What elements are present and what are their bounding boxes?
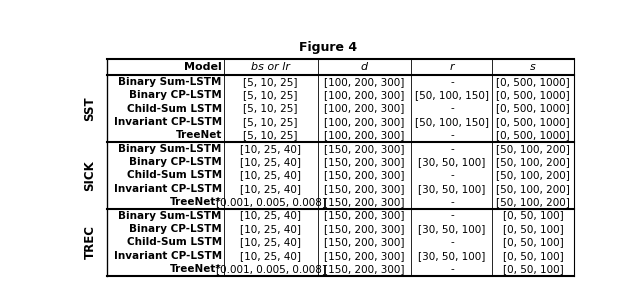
Text: Invariant CP-LSTM: Invariant CP-LSTM (114, 184, 222, 194)
Text: [50, 100, 200]: [50, 100, 200] (496, 197, 570, 207)
Text: [10, 25, 40]: [10, 25, 40] (240, 251, 301, 261)
Text: r: r (449, 62, 454, 72)
Text: [10, 25, 40]: [10, 25, 40] (240, 184, 301, 194)
Text: [10, 25, 40]: [10, 25, 40] (240, 157, 301, 167)
Text: [30, 50, 100]: [30, 50, 100] (418, 157, 486, 167)
Text: Figure 4: Figure 4 (299, 41, 357, 54)
Text: Binary CP-LSTM: Binary CP-LSTM (129, 157, 222, 167)
Text: [0, 500, 1000]: [0, 500, 1000] (496, 130, 570, 140)
Text: [50, 100, 150]: [50, 100, 150] (415, 90, 489, 100)
Text: -: - (450, 211, 454, 220)
Text: TreeNet*: TreeNet* (170, 264, 222, 274)
Text: [0, 500, 1000]: [0, 500, 1000] (496, 77, 570, 87)
Text: [0, 50, 100]: [0, 50, 100] (502, 264, 563, 274)
Text: [150, 200, 300]: [150, 200, 300] (324, 144, 404, 154)
Text: [100, 200, 300]: [100, 200, 300] (324, 117, 404, 127)
Text: Invariant CP-LSTM: Invariant CP-LSTM (114, 117, 222, 127)
Text: [150, 200, 300]: [150, 200, 300] (324, 211, 404, 220)
Text: Binary Sum-LSTM: Binary Sum-LSTM (118, 211, 222, 220)
Text: [10, 25, 40]: [10, 25, 40] (240, 211, 301, 220)
Text: [150, 200, 300]: [150, 200, 300] (324, 197, 404, 207)
Text: Invariant CP-LSTM: Invariant CP-LSTM (114, 251, 222, 261)
Text: [5, 10, 25]: [5, 10, 25] (243, 77, 298, 87)
Text: [50, 100, 150]: [50, 100, 150] (415, 117, 489, 127)
Text: Binary Sum-LSTM: Binary Sum-LSTM (118, 144, 222, 154)
Text: Child-Sum LSTM: Child-Sum LSTM (127, 237, 222, 247)
Text: s: s (530, 62, 536, 72)
Text: [0.001, 0.005, 0.008]: [0.001, 0.005, 0.008] (216, 264, 326, 274)
Text: [10, 25, 40]: [10, 25, 40] (240, 171, 301, 180)
Text: [10, 25, 40]: [10, 25, 40] (240, 144, 301, 154)
Text: [0.001, 0.005, 0.008]: [0.001, 0.005, 0.008] (216, 197, 326, 207)
Text: [50, 100, 200]: [50, 100, 200] (496, 144, 570, 154)
Text: [0, 500, 1000]: [0, 500, 1000] (496, 117, 570, 127)
Text: TREC: TREC (83, 225, 97, 259)
Text: [5, 10, 25]: [5, 10, 25] (243, 130, 298, 140)
Text: [100, 200, 300]: [100, 200, 300] (324, 130, 404, 140)
Text: [30, 50, 100]: [30, 50, 100] (418, 251, 486, 261)
Text: Binary Sum-LSTM: Binary Sum-LSTM (118, 77, 222, 87)
Text: TreeNet: TreeNet (175, 130, 222, 140)
Text: d: d (361, 62, 368, 72)
Text: [150, 200, 300]: [150, 200, 300] (324, 251, 404, 261)
Text: -: - (450, 171, 454, 180)
Text: [150, 200, 300]: [150, 200, 300] (324, 157, 404, 167)
Text: [30, 50, 100]: [30, 50, 100] (418, 224, 486, 234)
Text: [150, 200, 300]: [150, 200, 300] (324, 184, 404, 194)
Text: -: - (450, 103, 454, 114)
Text: [0, 50, 100]: [0, 50, 100] (502, 251, 563, 261)
Text: [0, 50, 100]: [0, 50, 100] (502, 211, 563, 220)
Text: [100, 200, 300]: [100, 200, 300] (324, 90, 404, 100)
Text: SICK: SICK (83, 160, 97, 191)
Text: [0, 50, 100]: [0, 50, 100] (502, 224, 563, 234)
Text: -: - (450, 264, 454, 274)
Text: [150, 200, 300]: [150, 200, 300] (324, 224, 404, 234)
Text: [150, 200, 300]: [150, 200, 300] (324, 264, 404, 274)
Text: [0, 500, 1000]: [0, 500, 1000] (496, 90, 570, 100)
Text: -: - (450, 237, 454, 247)
Text: [0, 50, 100]: [0, 50, 100] (502, 237, 563, 247)
Text: [30, 50, 100]: [30, 50, 100] (418, 184, 486, 194)
Text: [50, 100, 200]: [50, 100, 200] (496, 157, 570, 167)
Text: [5, 10, 25]: [5, 10, 25] (243, 117, 298, 127)
Text: [5, 10, 25]: [5, 10, 25] (243, 103, 298, 114)
Text: -: - (450, 197, 454, 207)
Text: [150, 200, 300]: [150, 200, 300] (324, 237, 404, 247)
Text: Binary CP-LSTM: Binary CP-LSTM (129, 90, 222, 100)
Text: -: - (450, 77, 454, 87)
Text: -: - (450, 144, 454, 154)
Text: [50, 100, 200]: [50, 100, 200] (496, 184, 570, 194)
Text: [100, 200, 300]: [100, 200, 300] (324, 77, 404, 87)
Text: [5, 10, 25]: [5, 10, 25] (243, 90, 298, 100)
Text: SST: SST (83, 96, 97, 121)
Text: Model: Model (184, 62, 221, 72)
Text: bs or lr: bs or lr (252, 62, 290, 72)
Text: [10, 25, 40]: [10, 25, 40] (240, 237, 301, 247)
Text: Child-Sum LSTM: Child-Sum LSTM (127, 171, 222, 180)
Text: Child-Sum LSTM: Child-Sum LSTM (127, 103, 222, 114)
Text: [10, 25, 40]: [10, 25, 40] (240, 224, 301, 234)
Text: [100, 200, 300]: [100, 200, 300] (324, 103, 404, 114)
Text: Binary CP-LSTM: Binary CP-LSTM (129, 224, 222, 234)
Text: [150, 200, 300]: [150, 200, 300] (324, 171, 404, 180)
Text: [50, 100, 200]: [50, 100, 200] (496, 171, 570, 180)
Text: [0, 500, 1000]: [0, 500, 1000] (496, 103, 570, 114)
Text: TreeNet*: TreeNet* (170, 197, 222, 207)
Text: -: - (450, 130, 454, 140)
